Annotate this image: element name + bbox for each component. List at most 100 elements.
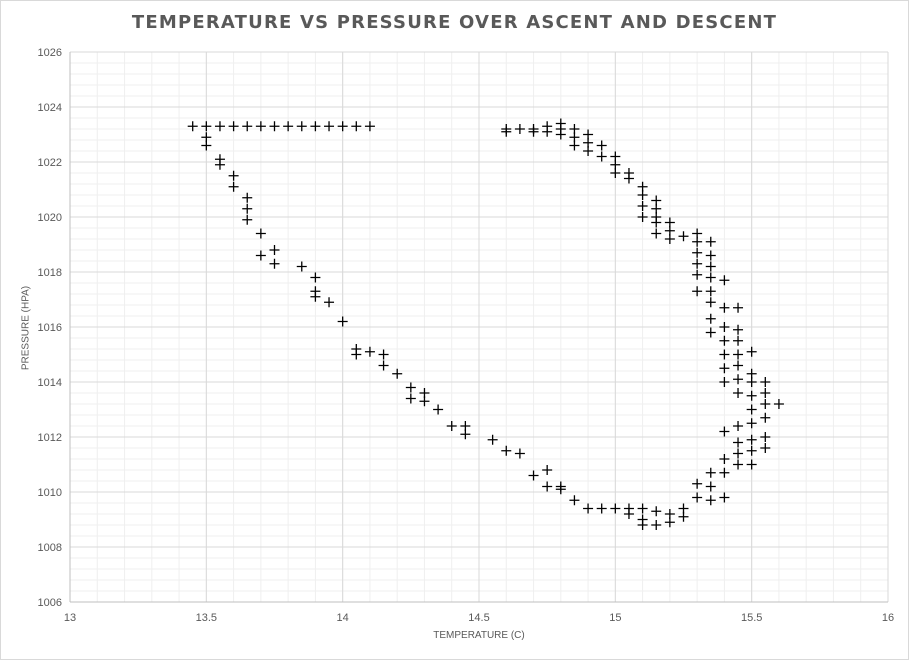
data-point	[733, 324, 744, 335]
data-point	[324, 121, 335, 132]
x-tick-label: 15.5	[741, 612, 762, 624]
data-point	[405, 382, 416, 393]
data-point	[419, 396, 430, 407]
data-point	[555, 484, 566, 495]
data-point	[596, 151, 607, 162]
data-point	[364, 121, 375, 132]
data-point	[296, 261, 307, 272]
data-point	[310, 121, 321, 132]
data-point	[664, 517, 675, 528]
data-point	[719, 467, 730, 478]
data-point	[773, 399, 784, 409]
data-point	[583, 503, 594, 514]
data-point	[746, 404, 757, 415]
x-tick-label: 14	[337, 612, 349, 624]
data-point	[283, 121, 294, 132]
data-point	[242, 214, 253, 225]
data-point	[296, 121, 307, 132]
data-point	[733, 349, 744, 360]
data-point	[719, 377, 730, 387]
data-point	[214, 121, 225, 132]
data-point	[255, 250, 266, 261]
x-tick-label: 13	[64, 612, 76, 624]
y-tick-label: 1018	[38, 267, 62, 279]
y-tick-label: 1012	[38, 432, 62, 444]
data-point	[514, 448, 525, 459]
data-point	[555, 118, 566, 129]
data-point	[733, 437, 744, 448]
data-point	[310, 291, 321, 302]
data-point	[705, 467, 716, 478]
data-point	[637, 503, 648, 514]
data-point	[760, 412, 771, 423]
data-point	[255, 121, 266, 132]
y-tick-label: 1016	[38, 322, 62, 334]
data-point	[651, 195, 662, 206]
data-point	[692, 492, 703, 503]
data-point	[378, 349, 389, 360]
data-point	[351, 121, 362, 132]
data-point	[705, 250, 716, 261]
data-point	[255, 228, 266, 239]
data-point	[542, 465, 553, 475]
data-point	[269, 245, 280, 255]
data-point	[269, 258, 280, 269]
data-point	[242, 192, 253, 203]
data-point	[719, 492, 730, 503]
data-point	[746, 459, 757, 470]
data-point	[719, 349, 730, 360]
data-point	[201, 140, 212, 151]
data-point	[637, 520, 648, 530]
data-point	[201, 121, 212, 132]
data-point	[351, 349, 362, 360]
data-point	[228, 181, 239, 192]
data-point	[514, 124, 525, 134]
data-point	[705, 297, 716, 308]
data-point	[569, 495, 580, 506]
data-point	[651, 520, 662, 530]
x-tick-label: 15	[609, 612, 621, 624]
data-point	[719, 454, 730, 464]
data-point	[242, 203, 253, 214]
data-point	[719, 335, 730, 346]
data-point	[678, 511, 689, 522]
x-axis-title: TEMPERATURE (C)	[433, 630, 525, 641]
y-tick-label: 1006	[38, 597, 62, 609]
data-point	[392, 368, 403, 379]
data-point	[746, 346, 757, 357]
y-tick-label: 1022	[38, 157, 62, 169]
data-point	[692, 286, 703, 297]
data-point	[746, 418, 757, 429]
data-point	[501, 126, 512, 137]
data-point	[692, 478, 703, 489]
y-tick-label: 1024	[38, 102, 62, 114]
data-point	[337, 316, 348, 327]
data-point	[501, 445, 512, 456]
data-point	[705, 286, 716, 297]
data-point	[705, 236, 716, 247]
data-point	[760, 388, 771, 398]
data-point	[719, 363, 730, 374]
data-point	[746, 390, 757, 401]
data-point	[705, 327, 716, 338]
data-point	[405, 393, 416, 404]
data-point	[719, 426, 730, 437]
data-point	[460, 429, 471, 440]
data-point	[228, 170, 239, 181]
data-point	[719, 302, 730, 313]
data-point	[692, 269, 703, 280]
data-point	[733, 421, 744, 431]
data-point	[746, 434, 757, 445]
data-point	[733, 335, 744, 346]
data-point	[705, 261, 716, 272]
data-point	[187, 121, 198, 132]
data-point	[746, 368, 757, 379]
x-tick-label: 16	[882, 612, 894, 624]
data-point	[433, 404, 444, 415]
data-point	[760, 377, 771, 387]
data-point	[719, 275, 730, 286]
data-point	[733, 360, 744, 371]
data-point	[637, 181, 648, 192]
data-point	[324, 297, 335, 308]
